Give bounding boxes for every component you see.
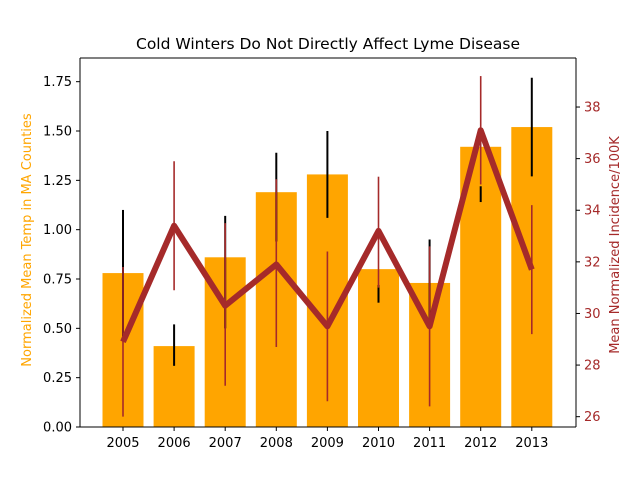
x-tick-label: 2007 <box>209 436 242 451</box>
left-tick-label: 0.25 <box>43 371 72 386</box>
right-tick-label: 28 <box>584 359 601 374</box>
left-tick-label: 1.50 <box>43 125 72 140</box>
x-tick-label: 2005 <box>106 436 139 451</box>
x-tick-label: 2008 <box>260 436 293 451</box>
right-tick-label: 32 <box>584 255 601 270</box>
right-tick-label: 36 <box>584 152 601 167</box>
x-tick-label: 2011 <box>413 436 446 451</box>
y-axis-label-left: Normalized Mean Temp in MA Counties <box>20 113 35 367</box>
x-tick-label: 2012 <box>464 436 497 451</box>
left-tick-label: 0.00 <box>43 421 72 436</box>
x-tick-label: 2009 <box>311 436 344 451</box>
y-axis-label-right: Mean Normalized Incidence/100K <box>608 136 623 354</box>
x-tick-label: 2006 <box>158 436 191 451</box>
ticks-layer: 0.00 0.25 0.50 0.75 1.00 1.25 1.50 1.75 26 28 30 32… <box>43 75 601 451</box>
x-tick-label: 2010 <box>362 436 395 451</box>
line-layer <box>120 127 535 344</box>
left-tick-label: 1.75 <box>43 75 72 90</box>
left-tick-label: 0.50 <box>43 322 72 337</box>
right-tick-label: 38 <box>584 101 601 116</box>
left-tick-label: 0.75 <box>43 273 72 288</box>
left-tick-label: 1.25 <box>43 174 72 189</box>
left-tick-label: 1.00 <box>43 223 72 238</box>
x-tick-label: 2013 <box>515 436 548 451</box>
right-tick-label: 30 <box>584 307 601 322</box>
chart-title: Cold Winters Do Not Directly Affect Lyme… <box>136 35 520 53</box>
right-tick-label: 34 <box>584 204 601 219</box>
incidence-line <box>120 127 535 344</box>
right-tick-label: 26 <box>584 410 601 425</box>
